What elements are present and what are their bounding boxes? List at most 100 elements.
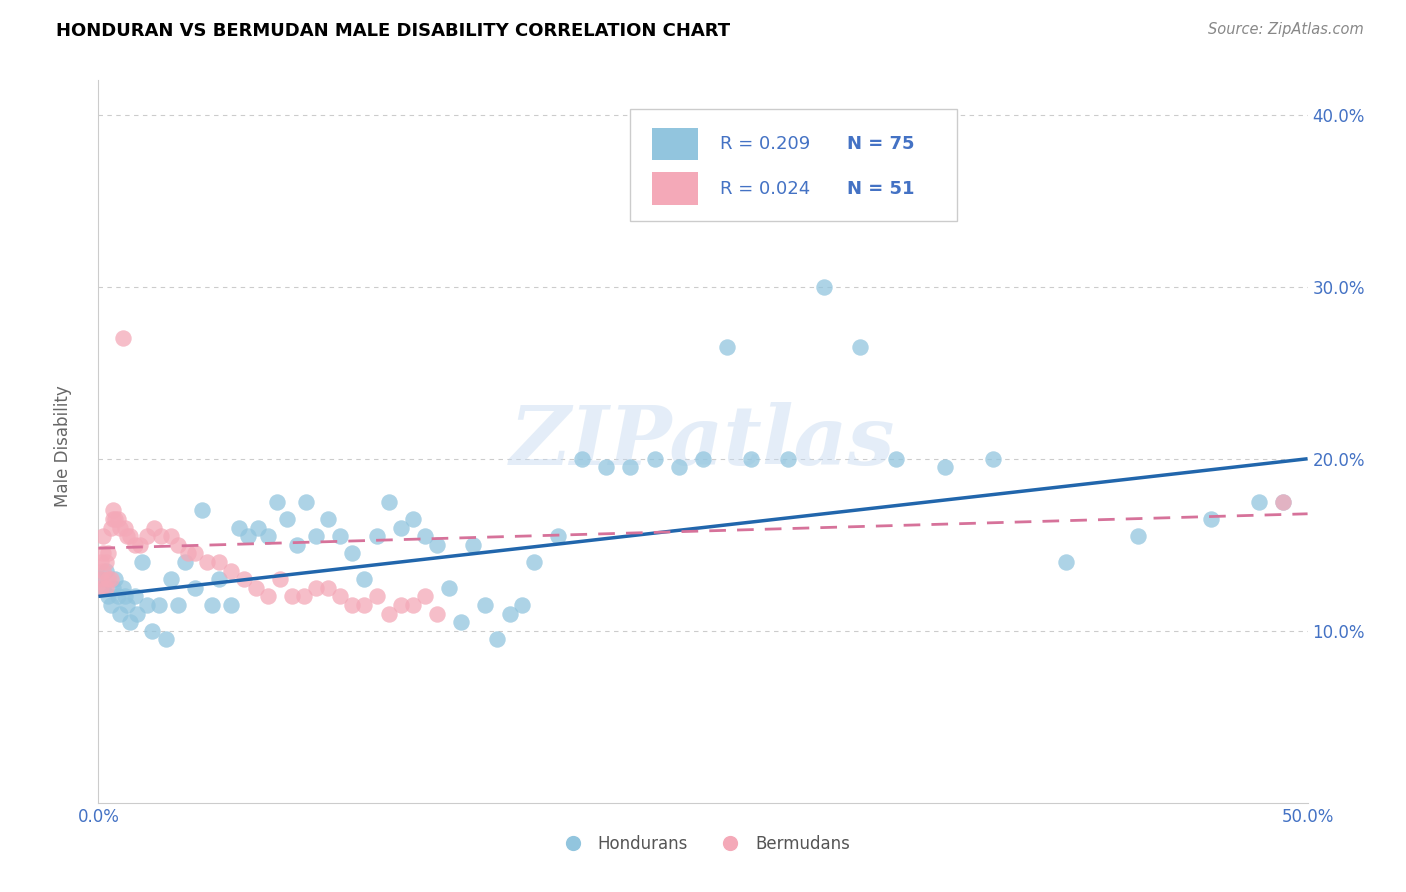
Point <box>108 607 131 621</box>
Point <box>174 555 197 569</box>
Point <box>104 572 127 586</box>
Point <box>1249 494 1271 508</box>
FancyBboxPatch shape <box>652 172 699 205</box>
Point <box>90 572 112 586</box>
Point <box>256 590 278 604</box>
Point <box>111 581 134 595</box>
Point <box>100 572 122 586</box>
Point <box>117 598 139 612</box>
Point <box>97 546 120 560</box>
Text: N = 75: N = 75 <box>846 135 914 153</box>
Point <box>101 503 124 517</box>
Point <box>316 512 339 526</box>
Point <box>155 632 177 647</box>
Point <box>437 581 460 595</box>
Point <box>91 564 114 578</box>
Point <box>90 555 112 569</box>
Point <box>148 598 170 612</box>
Point <box>208 572 231 586</box>
Point <box>619 460 641 475</box>
Text: HONDURAN VS BERMUDAN MALE DISABILITY CORRELATION CHART: HONDURAN VS BERMUDAN MALE DISABILITY COR… <box>56 22 730 40</box>
Text: Male Disability: Male Disability <box>55 385 72 507</box>
Point <box>167 598 190 612</box>
Point <box>292 590 315 604</box>
Point <box>160 572 183 586</box>
Point <box>377 607 399 621</box>
Point <box>426 538 449 552</box>
Point <box>510 598 533 612</box>
Point <box>353 572 375 586</box>
Point <box>195 555 218 569</box>
Point <box>1054 555 1077 569</box>
Point <box>849 340 872 354</box>
Point <box>426 607 449 621</box>
Point <box>135 529 157 543</box>
Point <box>644 451 666 466</box>
Point <box>150 529 173 543</box>
Point <box>342 598 364 612</box>
Point <box>114 590 136 604</box>
Point <box>184 581 207 595</box>
Point <box>135 598 157 612</box>
Point <box>191 503 214 517</box>
Point <box>128 538 150 552</box>
Text: R = 0.024: R = 0.024 <box>720 179 810 198</box>
Point <box>91 581 114 595</box>
Point <box>201 598 224 612</box>
Point <box>97 590 120 604</box>
Text: R = 0.209: R = 0.209 <box>720 135 810 153</box>
Point <box>104 512 127 526</box>
FancyBboxPatch shape <box>630 109 957 221</box>
Point <box>107 512 129 526</box>
Point <box>813 279 835 293</box>
Point <box>118 529 141 543</box>
Point <box>111 331 134 345</box>
Point <box>740 451 762 466</box>
Point <box>208 555 231 569</box>
Point <box>366 590 388 604</box>
Point <box>221 598 243 612</box>
Point <box>668 460 690 475</box>
Point <box>167 538 190 552</box>
Point <box>1272 494 1295 508</box>
Point <box>463 538 485 552</box>
Point <box>94 564 117 578</box>
Point <box>160 529 183 543</box>
Point <box>101 512 124 526</box>
Point <box>692 451 714 466</box>
Point <box>90 572 112 586</box>
Point <box>245 581 267 595</box>
Point <box>329 590 352 604</box>
Point <box>450 615 472 630</box>
Text: Source: ZipAtlas.com: Source: ZipAtlas.com <box>1208 22 1364 37</box>
Point <box>523 555 546 569</box>
Point <box>108 520 131 534</box>
Point <box>776 451 799 466</box>
Point <box>389 520 412 534</box>
Point <box>247 520 270 534</box>
Point <box>143 520 166 534</box>
Point <box>281 590 304 604</box>
Point <box>595 460 617 475</box>
Point <box>353 598 375 612</box>
Text: ZIPatlas: ZIPatlas <box>510 401 896 482</box>
Point <box>498 607 520 621</box>
Point <box>934 460 956 475</box>
Point <box>107 590 129 604</box>
Point <box>97 572 120 586</box>
Point <box>547 529 569 543</box>
Point <box>91 546 114 560</box>
Point <box>94 555 117 569</box>
Legend: Hondurans, Bermudans: Hondurans, Bermudans <box>550 828 856 860</box>
Point <box>100 598 122 612</box>
Point <box>305 581 328 595</box>
Point <box>716 340 738 354</box>
Point <box>118 615 141 630</box>
Point <box>228 520 250 534</box>
Point <box>266 494 288 508</box>
FancyBboxPatch shape <box>652 128 699 161</box>
Point <box>285 538 308 552</box>
Point <box>232 572 254 586</box>
Point <box>141 624 163 638</box>
Point <box>269 572 291 586</box>
